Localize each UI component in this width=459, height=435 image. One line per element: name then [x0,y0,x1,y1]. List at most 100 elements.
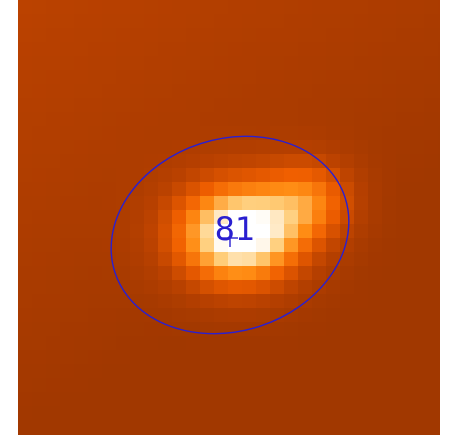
pixel [214,140,228,154]
pixel [382,350,396,364]
pixel [158,350,172,364]
pixel [130,266,144,280]
pixel [130,14,144,28]
pixel [354,140,368,154]
pixel [32,14,46,28]
pixel [410,182,424,196]
pixel [326,84,340,98]
pixel [354,336,368,350]
pixel [130,280,144,294]
pixel [340,406,354,420]
pixel [46,224,60,238]
pixel [102,196,116,210]
pixel [74,98,88,112]
pixel [186,266,200,280]
pixel [74,224,88,238]
pixel [88,308,102,322]
pixel [200,168,214,182]
pixel [144,420,158,434]
pixel [60,252,74,266]
pixel [256,196,270,210]
pixel [214,308,228,322]
pixel [256,168,270,182]
pixel [284,364,298,378]
pixel [214,294,228,308]
pixel [284,238,298,252]
pixel [256,56,270,70]
pixel [424,126,438,140]
pixel [74,378,88,392]
pixel [46,378,60,392]
pixel [326,210,340,224]
pixel [270,322,284,336]
pixel [102,70,116,84]
pixel [200,56,214,70]
pixel [298,252,312,266]
pixel [368,28,382,42]
pixel [200,238,214,252]
pixel [186,112,200,126]
pixel [228,378,242,392]
pixel [284,98,298,112]
pixel [32,266,46,280]
pixel [172,336,186,350]
pixel [242,266,256,280]
pixel [354,224,368,238]
pixel [326,350,340,364]
pixel [158,168,172,182]
pixel [102,182,116,196]
pixel [200,98,214,112]
pixel [368,42,382,56]
pixel [74,182,88,196]
pixel [144,112,158,126]
pixel [382,126,396,140]
pixel [298,266,312,280]
pixel [284,14,298,28]
pixel [256,70,270,84]
pixel [256,364,270,378]
pixel [88,196,102,210]
pixel [46,350,60,364]
pixel [144,238,158,252]
pixel [214,168,228,182]
pixel [382,322,396,336]
pixel [284,252,298,266]
pixel [270,112,284,126]
pixel [312,392,326,406]
pixel [256,336,270,350]
pixel [46,210,60,224]
pixel [46,322,60,336]
pixel [60,14,74,28]
pixel [312,14,326,28]
pixel [298,70,312,84]
pixel [396,70,410,84]
pixel [172,350,186,364]
pixel [256,140,270,154]
pixel [88,252,102,266]
pixel [130,210,144,224]
pixel [60,42,74,56]
pixel [368,280,382,294]
pixel [354,252,368,266]
pixel [312,364,326,378]
pixel [396,252,410,266]
pixel [242,378,256,392]
pixel [396,84,410,98]
pixel [340,70,354,84]
pixel [354,182,368,196]
pixel [74,70,88,84]
pixel [46,182,60,196]
pixel [214,70,228,84]
pixel [424,210,438,224]
pixel [116,392,130,406]
pixel [214,378,228,392]
pixel [438,308,440,322]
pixel [172,0,186,14]
pixel [32,224,46,238]
pixel [312,406,326,420]
pixel [228,70,242,84]
pixel [46,154,60,168]
pixel [214,350,228,364]
pixel [144,210,158,224]
pixel [88,336,102,350]
